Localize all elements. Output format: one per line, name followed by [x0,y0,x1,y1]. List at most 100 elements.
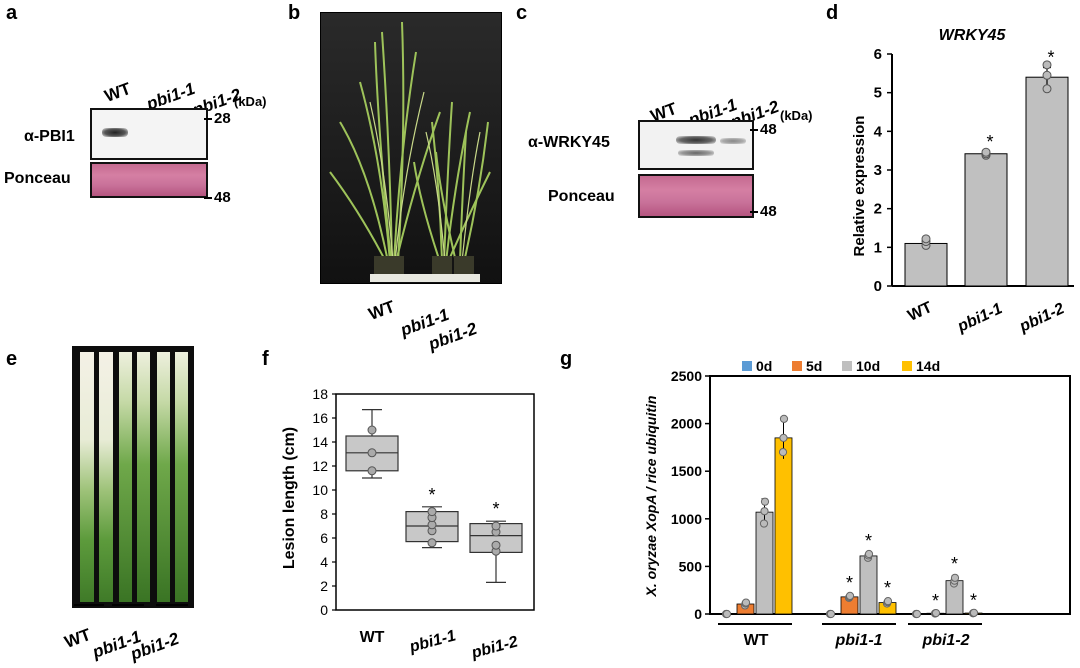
marker-48-bottom: 48 [760,203,777,220]
y-tick-label: 4 [320,554,328,570]
panel-label-e: e [6,348,18,370]
significance-marker: * [970,591,977,611]
row-label-alpha-pbi1: α-PBI1 [24,128,75,145]
x-tick-pbi1-2: pbi1-2 [469,633,520,662]
blot-alpha-wrky45 [638,120,754,170]
panel-label-g: g [560,348,573,370]
y-axis-label: Lesion length (cm) [281,427,298,569]
bar [774,437,793,615]
data-point [950,573,960,582]
data-point [722,609,732,619]
band-pbi1-1-lower [678,150,714,156]
y-tick-label: 6 [874,46,882,63]
data-point [969,608,979,617]
x-tick-pbi1-1: pbi1-1 [834,632,882,649]
panel-label-c: c [516,2,528,24]
y-tick-label: 4 [874,123,883,140]
y-tick-label: 1 [874,239,882,256]
data-point [931,608,941,618]
data-point [367,448,377,458]
marker-tick-48-bottom [750,211,758,213]
y-tick-label: 6 [320,530,328,546]
x-tick-wt: WT [744,632,769,649]
data-point [1042,60,1052,70]
y-tick-label: 500 [679,558,703,574]
significance-marker: * [492,499,499,519]
band-pbi1-1-upper [676,136,716,144]
y-tick-label: 12 [312,458,328,474]
bar [1025,76,1069,287]
marker-48-top: 48 [760,121,777,138]
data-point [883,597,893,606]
panel-label-b: b [288,2,301,24]
bar [859,555,878,615]
chart-g: 0d 5d 10d 14d X. oryzae XopA / rice ubiquit… [643,358,1071,649]
significance-marker: * [865,531,872,551]
x-tick-wt: WT [360,629,385,646]
data-point [845,591,855,601]
significance-marker: * [428,485,435,505]
data-point [759,519,769,528]
panel-label-f: f [262,348,269,370]
y-tick-label: 10 [312,482,328,498]
data-point [427,507,437,517]
legend-swatch [792,361,802,371]
y-tick-label: 18 [312,386,328,402]
significance-marker: * [951,554,958,574]
data-point [778,448,788,457]
data-point [367,425,377,435]
row-label-alpha-wrky45: α-WRKY45 [528,134,610,151]
plot-frame [335,393,535,611]
panel-label-d: d [826,2,839,24]
kda-label: (kDa) [780,108,813,123]
band-wt [102,128,128,137]
chart-d: WRKY45 Relative expression 0 1 2 3 4 5 6 * * WT… [851,27,1074,336]
group-bar-pbi1-1 [112,604,144,606]
marker-28: 28 [214,110,231,127]
y-tick-label: 14 [312,434,328,450]
y-tick-label: 0 [320,602,328,618]
chart-f: Lesion length (cm) 0 2 4 6 8 10 12 14 16 18 * * WT… [281,386,535,662]
legend-label: 14d [916,358,940,374]
lane-label-wt: WT [102,78,134,106]
marker-tick-48-top [750,129,758,131]
marker-tick-48 [204,197,212,199]
leaf-photo [72,346,194,608]
y-axis-label: Relative expression [851,116,868,257]
marker-tick-28 [204,118,212,120]
y-tick-label: 1000 [671,511,702,527]
data-point [760,507,769,516]
y-tick-label: 5 [874,85,882,102]
data-point [491,540,501,550]
leaf-label-wt: WT [62,624,94,652]
significance-marker: * [932,591,939,611]
plant-photo [320,12,502,284]
panel-label-a: a [6,2,18,24]
y-axis-label: X. oryzae XopA / rice ubiquitin [643,396,659,598]
data-point [981,147,991,157]
data-point [864,549,874,559]
data-point [921,234,931,244]
data-point [779,414,789,423]
y-tick-label: 8 [320,506,328,522]
legend-label: 0d [756,358,772,374]
group-bar-pbi1-2 [156,604,188,606]
row-label-ponceau: Ponceau [4,170,71,187]
y-tick-label: 0 [694,606,702,622]
group-bar-wt [74,604,104,606]
x-tick-pbi1-2: pbi1-2 [1016,300,1067,336]
data-point [1042,70,1052,80]
data-point [826,609,836,619]
marker-48: 48 [214,189,231,206]
y-tick-label: 2 [320,578,328,594]
chart-title: WRKY45 [939,27,1007,44]
y-tick-label: 2000 [671,416,702,432]
data-point [1042,84,1052,94]
legend-swatch [842,361,852,371]
blot-ponceau [638,174,754,218]
significance-marker: * [884,578,891,598]
legend-swatch [902,361,912,371]
data-point [760,497,770,506]
y-tick-label: 0 [874,278,882,295]
x-tick-pbi1-1: pbi1-1 [407,627,458,656]
